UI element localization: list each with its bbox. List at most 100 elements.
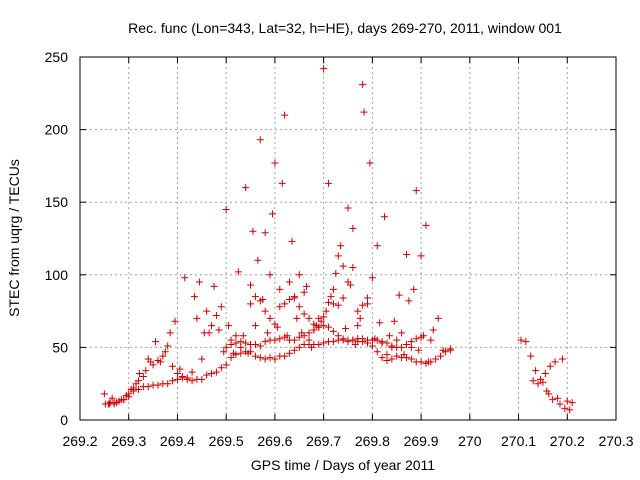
data-point xyxy=(164,342,172,350)
data-point xyxy=(320,313,328,321)
data-point xyxy=(264,329,272,337)
data-point xyxy=(281,300,289,308)
data-point xyxy=(417,333,425,341)
data-point xyxy=(239,332,247,340)
y-tick-label: 100 xyxy=(45,267,69,283)
x-tick-label: 269.5 xyxy=(209,433,244,449)
y-tick-labels: 0 50 100 150 200 250 xyxy=(45,49,69,428)
data-point xyxy=(378,338,386,346)
data-point xyxy=(325,179,333,187)
data-point xyxy=(390,317,398,325)
data-point xyxy=(288,237,296,245)
data-point xyxy=(169,362,177,370)
data-point xyxy=(517,336,525,344)
data-point xyxy=(356,314,364,322)
data-point xyxy=(532,367,540,375)
data-point xyxy=(402,250,410,258)
data-point xyxy=(268,210,276,218)
data-point xyxy=(359,301,367,309)
data-point xyxy=(188,377,196,385)
data-point xyxy=(383,356,391,364)
data-point xyxy=(295,303,303,311)
data-point xyxy=(551,358,559,366)
data-point xyxy=(266,354,274,362)
data-point xyxy=(329,285,337,293)
chart-title: Rec. func (Lon=343, Lat=32, h=HE), days … xyxy=(128,20,562,36)
data-point xyxy=(366,159,374,167)
data-point xyxy=(266,314,274,322)
data-point xyxy=(110,399,118,407)
data-point xyxy=(254,256,262,264)
data-point xyxy=(329,327,337,335)
data-point xyxy=(422,221,430,229)
data-point xyxy=(222,205,230,213)
data-point xyxy=(339,335,347,343)
data-point xyxy=(388,342,396,350)
data-point xyxy=(166,329,174,337)
data-point xyxy=(271,336,279,344)
data-point xyxy=(554,394,562,402)
data-point xyxy=(208,370,216,378)
data-point xyxy=(344,338,352,346)
data-point xyxy=(539,378,547,386)
data-point xyxy=(415,346,423,354)
data-point xyxy=(232,332,240,340)
data-point xyxy=(135,370,143,378)
data-point xyxy=(349,224,357,232)
data-point xyxy=(191,293,199,301)
data-point xyxy=(256,136,264,144)
data-point xyxy=(344,278,352,286)
data-point xyxy=(320,339,328,347)
data-point xyxy=(322,307,330,315)
data-point xyxy=(402,354,410,362)
data-point xyxy=(561,404,569,412)
data-point xyxy=(178,374,186,382)
data-point xyxy=(261,338,269,346)
data-point xyxy=(220,348,228,356)
grid xyxy=(80,57,616,420)
data-point xyxy=(149,361,157,369)
x-tick-label: 269.7 xyxy=(306,433,341,449)
data-point xyxy=(373,348,381,356)
data-point xyxy=(222,361,230,369)
data-point xyxy=(534,380,542,388)
data-point xyxy=(234,268,242,276)
data-point xyxy=(339,294,347,302)
data-point xyxy=(171,317,179,325)
data-point xyxy=(388,355,396,363)
x-tick-label: 270.2 xyxy=(550,433,585,449)
data-point xyxy=(339,262,347,270)
data-point xyxy=(142,367,150,375)
data-point xyxy=(441,348,449,356)
data-point xyxy=(300,288,308,296)
data-point xyxy=(271,320,279,328)
data-point xyxy=(193,314,201,322)
data-point xyxy=(360,108,368,116)
data-point xyxy=(349,336,357,344)
data-point xyxy=(247,348,255,356)
data-point xyxy=(232,339,240,347)
data-point xyxy=(376,319,384,327)
data-point xyxy=(156,358,164,366)
data-point xyxy=(545,390,553,398)
data-point xyxy=(139,372,147,380)
data-point xyxy=(332,269,340,277)
data-point xyxy=(393,352,401,360)
plot-frame xyxy=(79,56,617,421)
data-point xyxy=(293,314,301,322)
data-point xyxy=(563,397,571,405)
data-point xyxy=(225,322,233,330)
data-point xyxy=(281,352,289,360)
data-point xyxy=(154,381,162,389)
data-point xyxy=(422,359,430,367)
data-point xyxy=(558,355,566,363)
data-point xyxy=(349,264,357,272)
y-tick-label: 0 xyxy=(60,412,68,428)
data-point xyxy=(222,343,230,351)
y-tick-label: 50 xyxy=(52,339,68,355)
data-point xyxy=(169,377,177,385)
data-point xyxy=(266,271,274,279)
data-point xyxy=(305,314,313,322)
data-point xyxy=(337,242,345,250)
